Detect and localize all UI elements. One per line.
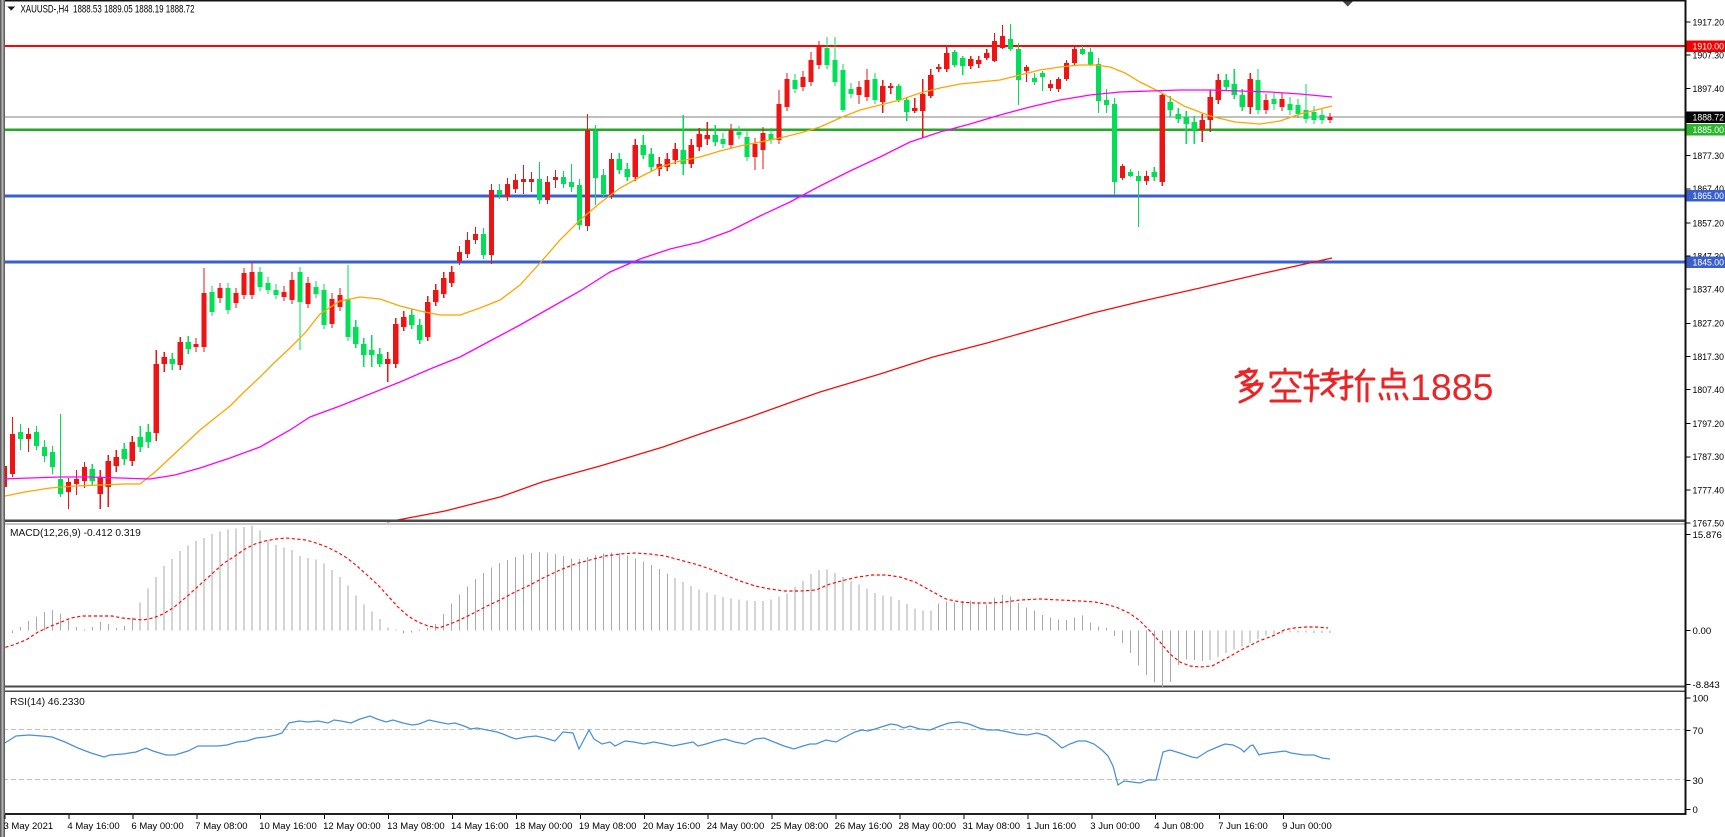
svg-text:0: 0: [1693, 805, 1698, 816]
svg-text:4 Jun 08:00: 4 Jun 08:00: [1154, 821, 1204, 832]
svg-text:MACD(12,26,9) -0.412 0.319: MACD(12,26,9) -0.412 0.319: [10, 528, 141, 539]
svg-text:14 May 16:00: 14 May 16:00: [451, 821, 509, 832]
svg-text:1797.20: 1797.20: [1693, 419, 1725, 430]
svg-text:19 May 08:00: 19 May 08:00: [579, 821, 637, 832]
svg-text:30: 30: [1693, 776, 1704, 787]
svg-text:1767.50: 1767.50: [1693, 519, 1725, 530]
svg-text:12 May 00:00: 12 May 00:00: [323, 821, 381, 832]
svg-text:1 Jun 16:00: 1 Jun 16:00: [1026, 821, 1076, 832]
svg-text:1857.20: 1857.20: [1693, 218, 1725, 229]
svg-text:1885: 1885: [1410, 366, 1493, 408]
svg-text:-8.843: -8.843: [1693, 680, 1720, 691]
svg-text:1845.00: 1845.00: [1693, 258, 1725, 269]
svg-text:31 May 08:00: 31 May 08:00: [963, 821, 1021, 832]
svg-text:28 May 00:00: 28 May 00:00: [899, 821, 957, 832]
svg-text:24 May 00:00: 24 May 00:00: [707, 821, 765, 832]
svg-text:3 May 2021: 3 May 2021: [4, 821, 54, 832]
svg-text:9 Jun 00:00: 9 Jun 00:00: [1282, 821, 1332, 832]
svg-text:15.876: 15.876: [1693, 530, 1722, 541]
svg-text:100: 100: [1693, 694, 1709, 705]
svg-text:1777.40: 1777.40: [1693, 485, 1725, 496]
svg-text:1817.30: 1817.30: [1693, 352, 1725, 363]
svg-text:10 May 16:00: 10 May 16:00: [259, 821, 317, 832]
svg-text:26 May 16:00: 26 May 16:00: [835, 821, 893, 832]
svg-text:1910.00: 1910.00: [1693, 42, 1725, 53]
svg-text:1827.20: 1827.20: [1693, 319, 1725, 330]
svg-text:1787.30: 1787.30: [1693, 452, 1725, 463]
svg-text:3 Jun 00:00: 3 Jun 00:00: [1090, 821, 1140, 832]
svg-text:1877.30: 1877.30: [1693, 151, 1725, 162]
svg-text:1865.00: 1865.00: [1693, 191, 1725, 202]
svg-text:1907.30: 1907.30: [1693, 51, 1725, 62]
svg-text:RSI(14) 46.2330: RSI(14) 46.2330: [10, 697, 85, 708]
svg-text:1888.72: 1888.72: [1693, 113, 1725, 124]
svg-text:1917.20: 1917.20: [1693, 18, 1725, 29]
svg-text:25 May 08:00: 25 May 08:00: [771, 821, 829, 832]
svg-text:20 May 16:00: 20 May 16:00: [643, 821, 701, 832]
svg-text:6 May 00:00: 6 May 00:00: [131, 821, 183, 832]
svg-text:XAUUSD-,H4 1888.53 1889.05 18: XAUUSD-,H4 1888.53 1889.05 1888.19 1888.…: [21, 4, 195, 16]
svg-text:1885.00: 1885.00: [1693, 125, 1725, 136]
svg-text:70: 70: [1693, 726, 1704, 737]
svg-text:1807.40: 1807.40: [1693, 385, 1725, 396]
svg-text:1867.40: 1867.40: [1693, 184, 1725, 195]
svg-text:18 May 00:00: 18 May 00:00: [515, 821, 573, 832]
svg-text:13 May 08:00: 13 May 08:00: [387, 821, 445, 832]
svg-text:0.00: 0.00: [1693, 626, 1712, 637]
svg-text:1837.40: 1837.40: [1693, 285, 1725, 296]
svg-text:4 May 16:00: 4 May 16:00: [67, 821, 119, 832]
svg-text:1897.40: 1897.40: [1693, 84, 1725, 95]
svg-text:7 Jun 16:00: 7 Jun 16:00: [1218, 821, 1268, 832]
svg-text:7 May 08:00: 7 May 08:00: [195, 821, 247, 832]
